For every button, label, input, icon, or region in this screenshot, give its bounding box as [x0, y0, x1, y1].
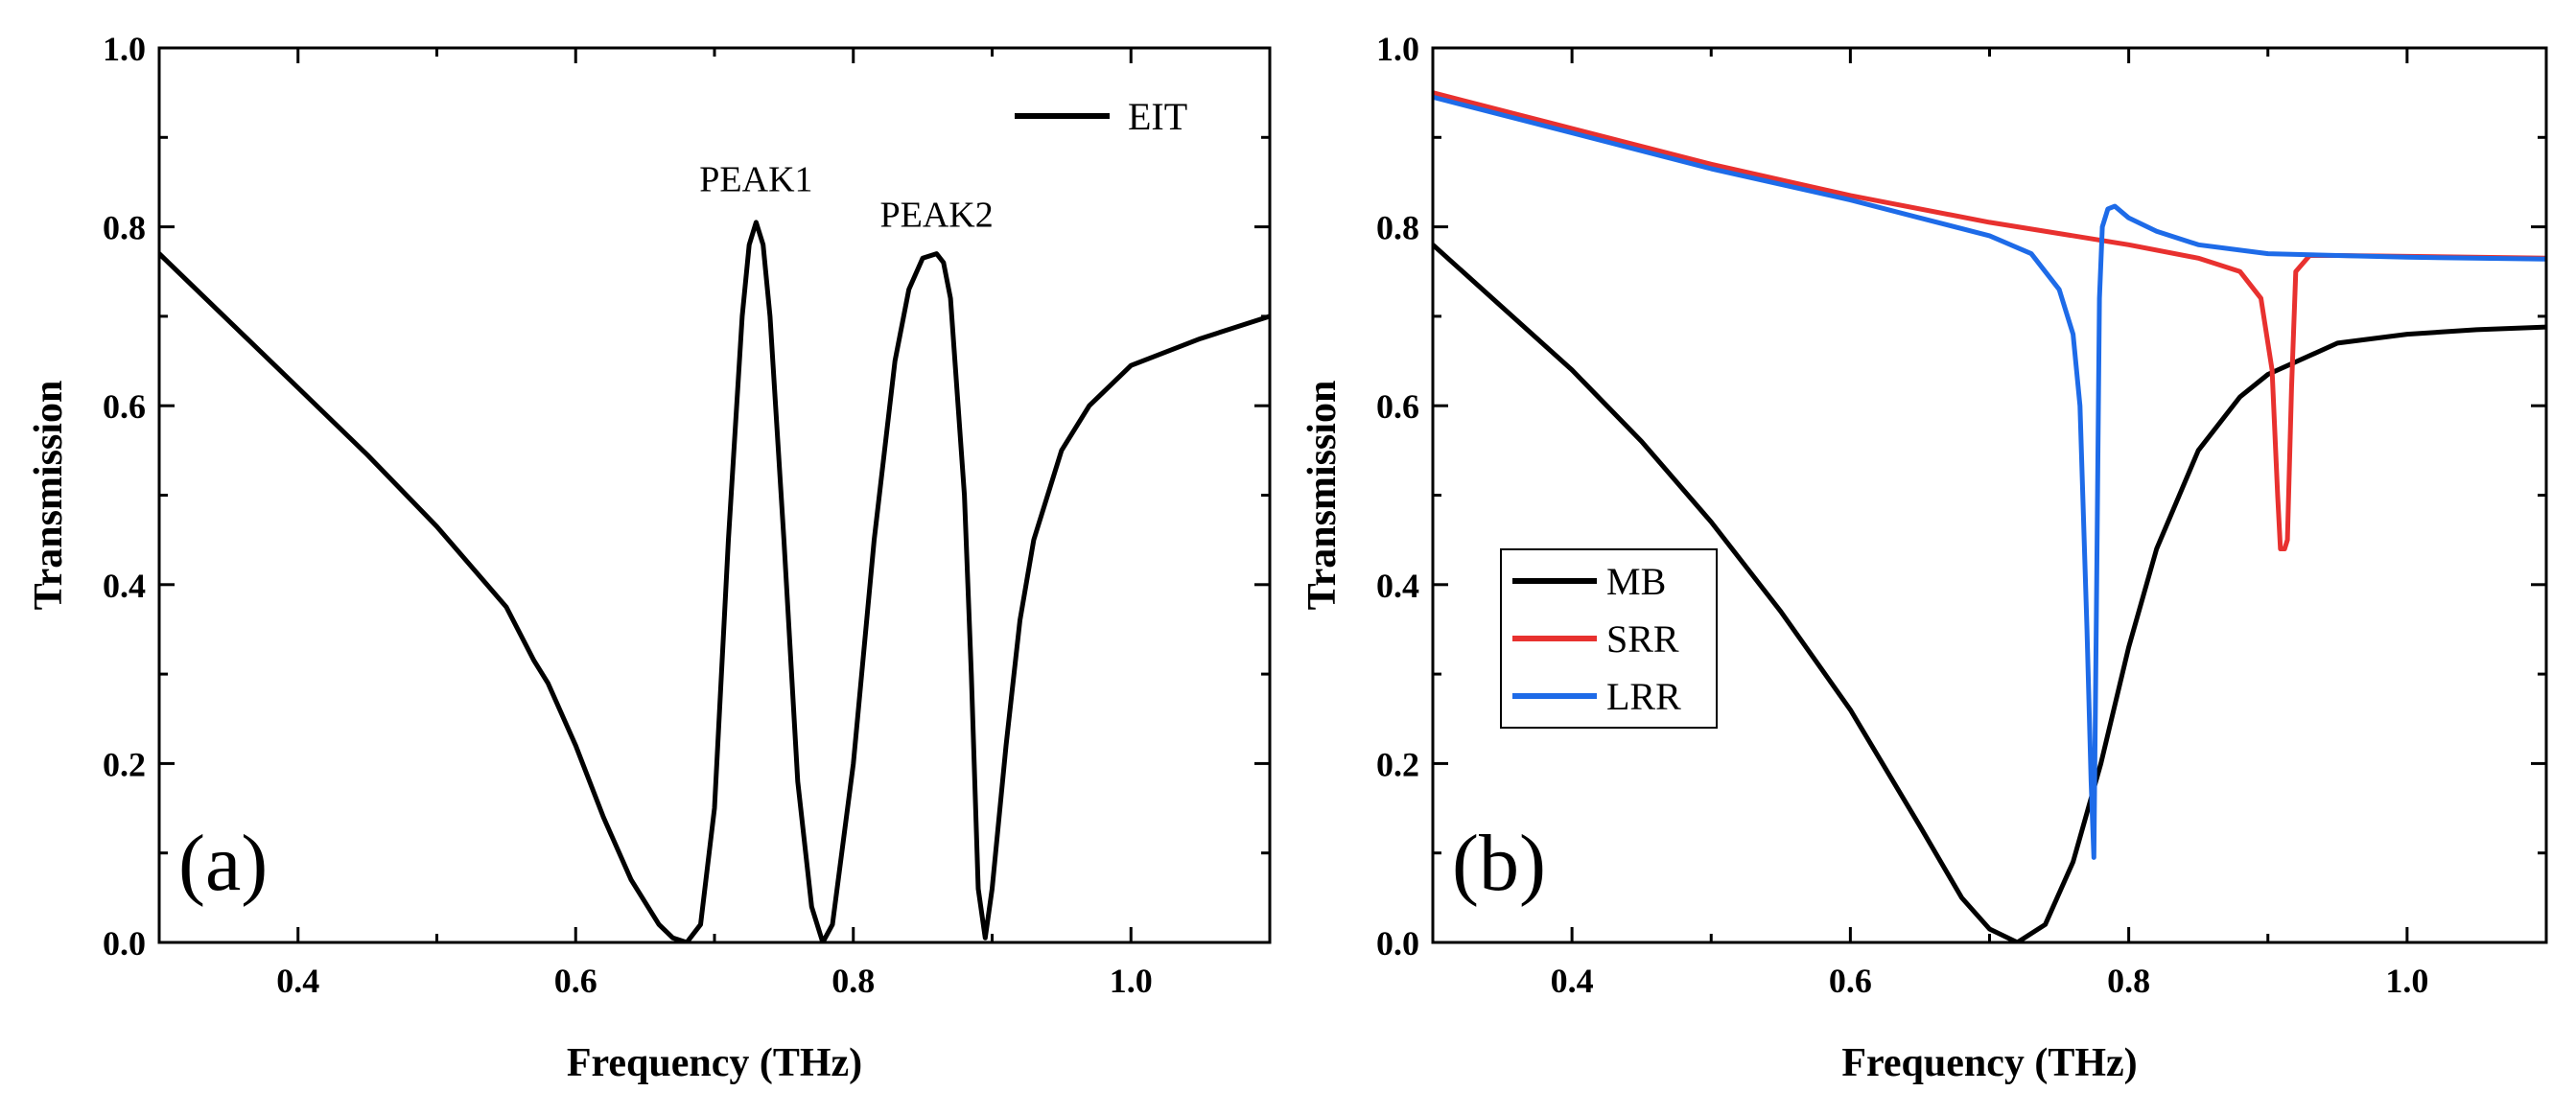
- series-line-srr: [1433, 90, 2546, 551]
- legend-label-eit: EIT: [1128, 95, 1187, 138]
- y-tick-label: 0.4: [1376, 567, 1419, 605]
- y-tick-label: 0.2: [1376, 745, 1419, 783]
- series-group: [159, 220, 1270, 942]
- y-tick-label: 0.8: [1376, 209, 1419, 247]
- panel-label: (a): [178, 819, 268, 908]
- annotation-peak1: PEAK1: [699, 159, 812, 199]
- series-line-lrr: [1433, 94, 2546, 860]
- y-tick-label: 0.6: [1376, 387, 1419, 426]
- y-tick-label: 0.0: [103, 924, 146, 963]
- panel-b: 0.4 0.6 0.8 1.0 0.0 0.2 0.4 0.6 0.8 1.0 Frequency …: [1300, 30, 2548, 1085]
- y-axis-label: Transmission: [1300, 381, 1345, 611]
- annotation-peak2: PEAK2: [879, 196, 993, 236]
- x-tick-label: 1.0: [1110, 962, 1153, 1000]
- legend-label-lrr: LRR: [1606, 675, 1681, 718]
- x-tick-label: 0.6: [554, 962, 597, 1000]
- series-group: [1433, 90, 2546, 942]
- legend-label-srr: SRR: [1606, 617, 1679, 661]
- series-line-eit: [159, 220, 1270, 942]
- y-tick-label: 1.0: [1376, 30, 1419, 68]
- y-axis-label: Transmission: [27, 381, 71, 611]
- y-tick-label: 0.8: [103, 209, 146, 247]
- plot-frame: [1431, 46, 2548, 944]
- legend: EIT: [1015, 95, 1187, 138]
- x-tick-label: 0.4: [276, 962, 319, 1000]
- y-tick-label: 1.0: [103, 30, 146, 68]
- y-tick-label: 0.6: [103, 387, 146, 426]
- x-tick-label: 0.6: [1829, 962, 1872, 1000]
- x-axis-label: Frequency (THz): [567, 1041, 862, 1085]
- panel-a: 0.4 0.6 0.8 1.0 0.0 0.2 0.4 0.6 0.8 1.0 Frequency …: [27, 30, 1272, 1085]
- x-tick-label: 0.4: [1551, 962, 1594, 1000]
- x-tick-label: 1.0: [2385, 962, 2428, 1000]
- x-tick-label: 0.8: [2107, 962, 2150, 1000]
- legend: MB SRR LRR: [1500, 548, 1718, 729]
- x-axis-label: Frequency (THz): [1841, 1041, 2137, 1085]
- legend-label-mb: MB: [1606, 560, 1666, 603]
- panel-label: (b): [1452, 819, 1546, 908]
- x-tick-label: 0.8: [831, 962, 875, 1000]
- y-tick-label: 0.2: [103, 745, 146, 783]
- y-tick-label: 0.4: [103, 567, 146, 605]
- y-tick-label: 0.0: [1376, 924, 1419, 963]
